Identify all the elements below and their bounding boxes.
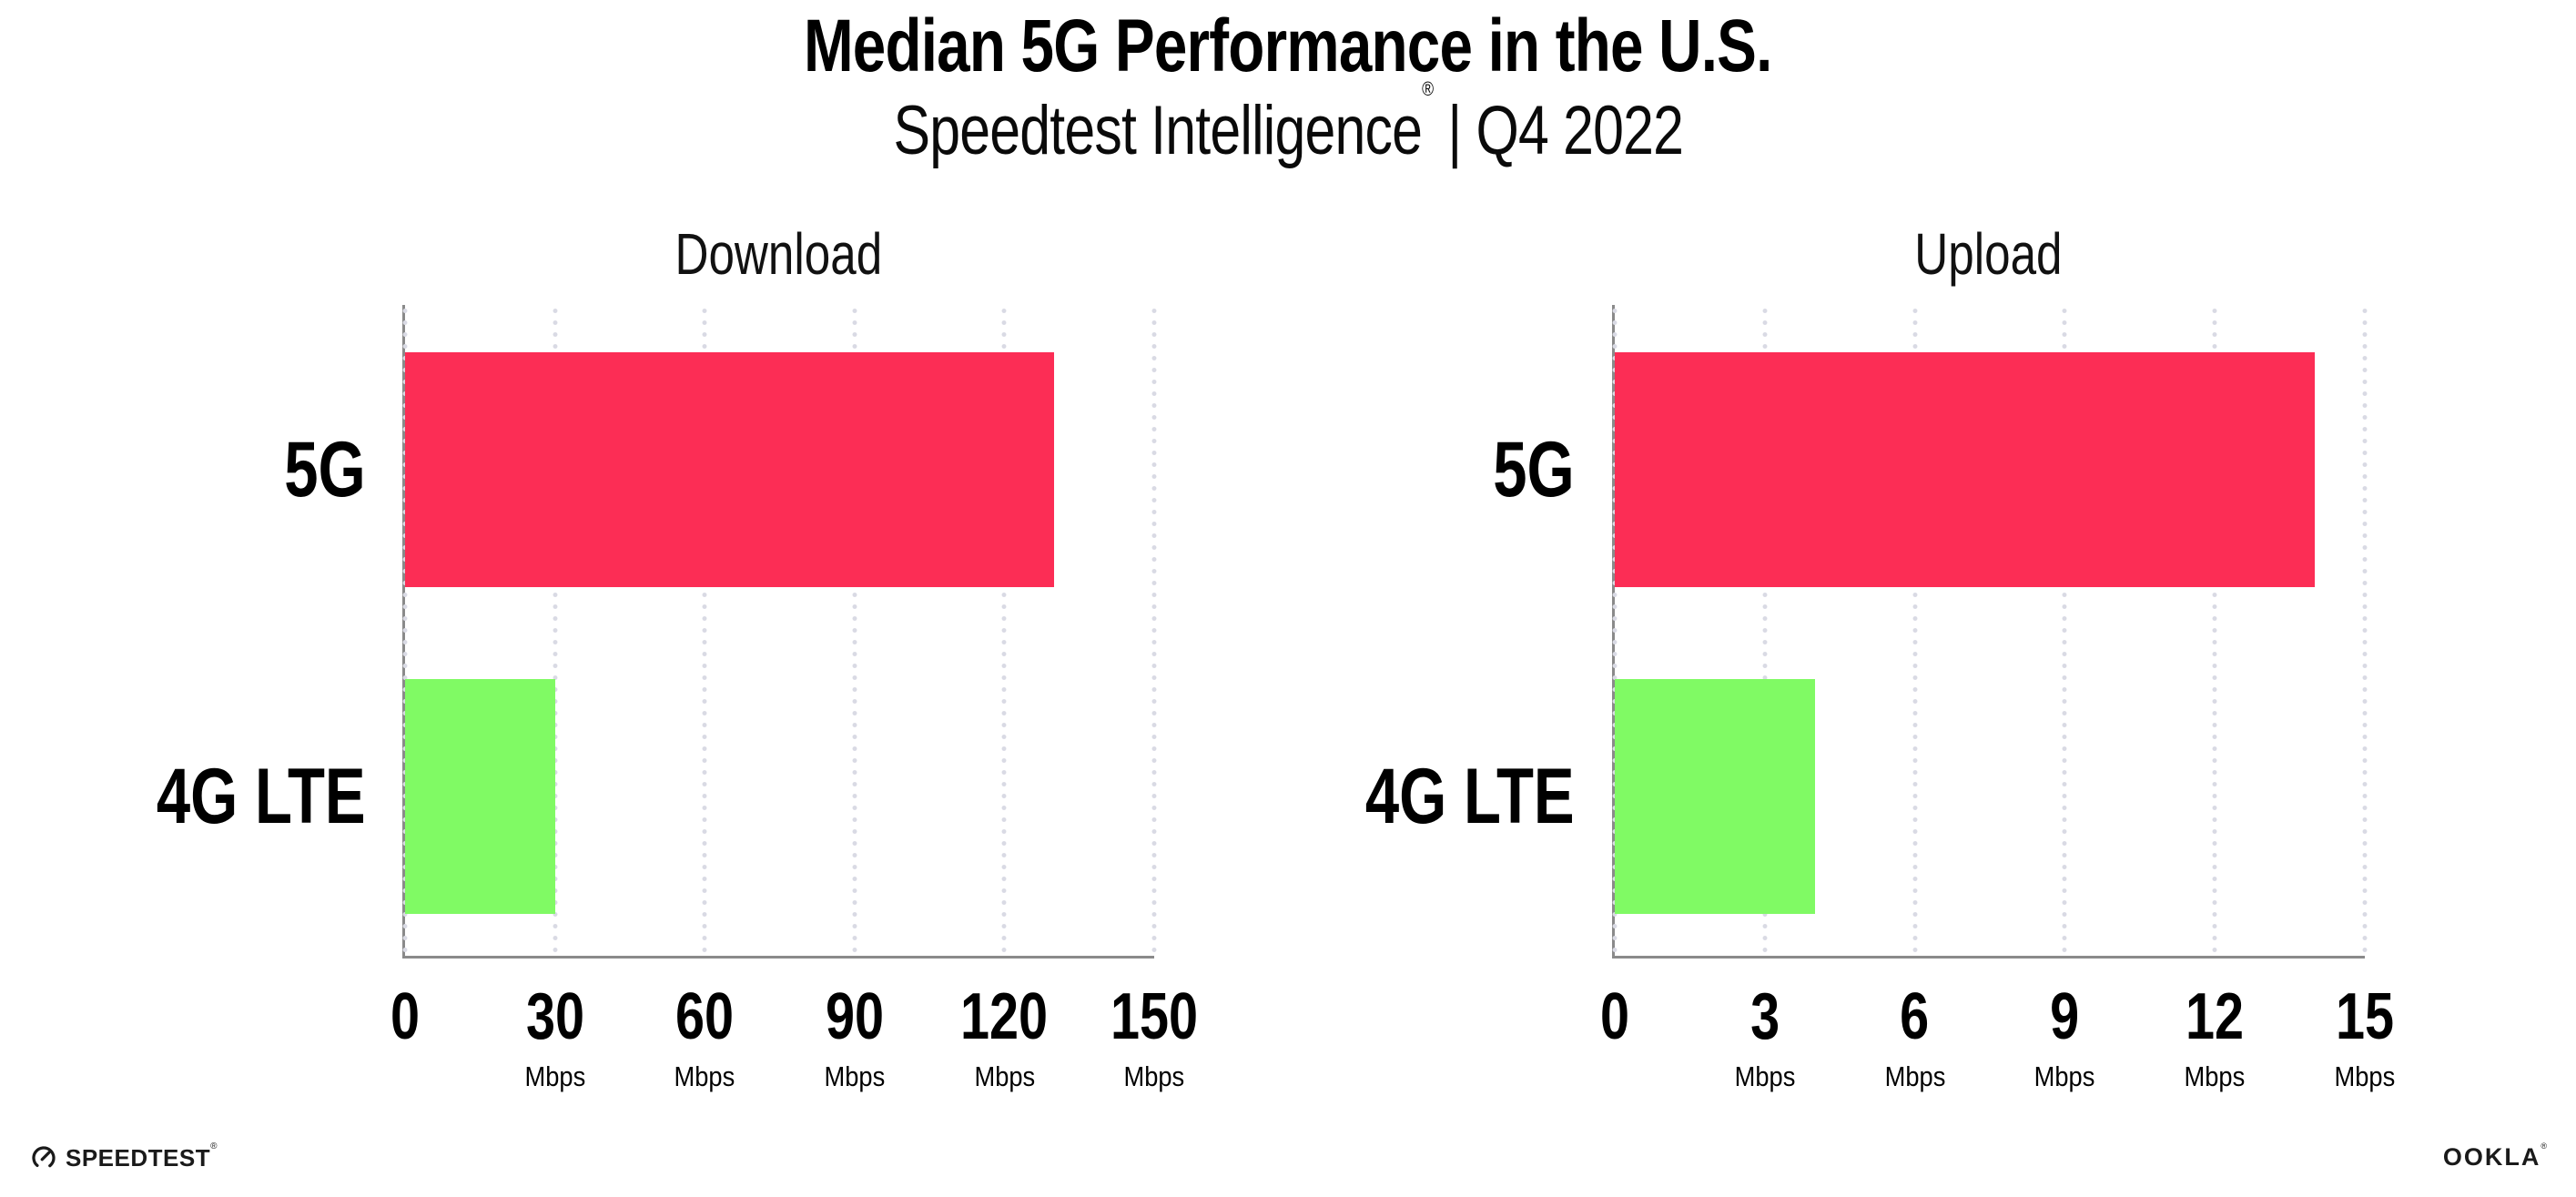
category-label-text: 5G <box>1493 425 1575 513</box>
upload-x-axis-ticks: 0 3 Mbps 6 Mbps 9 Mbps 12 Mbps 15 Mbps <box>1600 984 2395 1130</box>
bar-4g-lte <box>405 679 555 914</box>
bar-5g <box>405 352 1055 587</box>
x-tick-0: 0 <box>1597 984 1633 1050</box>
gridline <box>1762 305 1768 956</box>
x-tick-3: 3 Mbps <box>1730 984 1800 1090</box>
x-tick-unit: Mbps <box>1734 1060 1796 1092</box>
ookla-wordmark-text: OOKLA <box>2442 1143 2541 1171</box>
download-plot-area <box>402 305 1157 959</box>
x-tick-value: 0 <box>390 980 421 1053</box>
x-tick-unit: Mbps <box>2184 1060 2246 1092</box>
x-tick-value: 15 <box>2335 980 2395 1053</box>
x-tick-unit: Mbps <box>2334 1060 2396 1092</box>
download-x-axis-ticks: 0 30 Mbps 60 Mbps 90 Mbps 120 Mbps 150 Mbps <box>390 984 1198 1130</box>
page-title-text: Median 5G Performance in the U.S. <box>804 5 1772 87</box>
gridline <box>402 305 408 956</box>
x-tick-value: 60 <box>675 980 735 1053</box>
gridline <box>2212 305 2217 956</box>
x-tick-value: 3 <box>1749 980 1780 1053</box>
download-chart-title: Download <box>402 220 1154 288</box>
upload-chart-title-text: Upload <box>1914 221 2063 287</box>
speedtest-registered-mark: ® <box>210 1141 218 1151</box>
category-label-text: 5G <box>284 425 366 513</box>
gridline <box>553 305 558 956</box>
category-label-text: 4G LTE <box>1365 752 1575 840</box>
page-title: Median 5G Performance in the U.S. <box>0 4 2576 89</box>
category-label-text: 4G LTE <box>157 752 366 840</box>
x-tick-unit: Mbps <box>524 1060 585 1092</box>
bar-4g-lte <box>1615 679 1815 914</box>
upload-category-labels: 5G 4G LTE <box>1265 305 1575 959</box>
x-tick-unit: Mbps <box>1123 1060 1185 1092</box>
download-category-labels: 5G 4G LTE <box>55 305 366 959</box>
speedtest-wordmark: SPEEDTEST® <box>66 1141 218 1172</box>
speedtest-logo: SPEEDTEST® <box>30 1140 218 1176</box>
x-tick-value: 6 <box>1900 980 1930 1053</box>
x-tick-120: 120 Mbps <box>949 984 1059 1090</box>
x-tick-value: 150 <box>1110 980 1199 1053</box>
x-tick-90: 90 Mbps <box>818 984 891 1090</box>
category-label-5g: 5G <box>55 352 366 587</box>
x-tick-15: 15 Mbps <box>2328 984 2401 1090</box>
speedtest-wordmark-text: SPEEDTEST <box>66 1143 211 1172</box>
category-label-4g-lte: 4G LTE <box>55 679 366 914</box>
page-subtitle-text: Speedtest Intelligence® | Q4 2022 <box>893 77 1684 170</box>
gridline <box>2062 305 2067 956</box>
gridline <box>2362 305 2368 956</box>
x-tick-value: 12 <box>2186 980 2245 1053</box>
x-tick-unit: Mbps <box>1884 1060 1945 1092</box>
x-tick-value: 0 <box>1599 980 1630 1053</box>
page-subtitle: Speedtest Intelligence® | Q4 2022 <box>0 77 2576 170</box>
x-tick-value: 30 <box>525 980 584 1053</box>
x-tick-12: 12 Mbps <box>2178 984 2251 1090</box>
upload-chart-title: Upload <box>1612 220 2365 288</box>
x-tick-60: 60 Mbps <box>668 984 741 1090</box>
x-tick-30: 30 Mbps <box>519 984 592 1090</box>
x-tick-unit: Mbps <box>674 1060 735 1092</box>
gridline <box>1912 305 1918 956</box>
upload-plot-area <box>1612 305 2368 959</box>
gridline <box>1151 305 1157 956</box>
bar-5g <box>1615 352 2316 587</box>
category-label-4g-lte: 4G LTE <box>1265 679 1575 914</box>
x-tick-value: 9 <box>2050 980 2080 1053</box>
x-tick-value: 90 <box>825 980 884 1053</box>
download-chart-title-text: Download <box>674 221 882 287</box>
ookla-logo: OOKLA® <box>2442 1141 2549 1172</box>
x-tick-150: 150 Mbps <box>1100 984 1209 1090</box>
ookla-registered-mark: ® <box>2541 1141 2549 1151</box>
subtitle-period: | Q4 2022 <box>1433 92 1684 169</box>
registered-mark: ® <box>1421 76 1434 100</box>
gridline <box>702 305 707 956</box>
x-tick-0: 0 <box>387 984 423 1050</box>
gridline <box>1001 305 1007 956</box>
x-tick-9: 9 Mbps <box>2030 984 2099 1090</box>
speedtest-gauge-icon <box>30 1144 57 1172</box>
x-tick-unit: Mbps <box>974 1060 1035 1092</box>
x-tick-unit: Mbps <box>2034 1060 2095 1092</box>
x-tick-unit: Mbps <box>824 1060 886 1092</box>
subtitle-brand: Speedtest Intelligence <box>893 92 1422 169</box>
gridline <box>852 305 857 956</box>
category-label-5g: 5G <box>1265 352 1575 587</box>
x-tick-value: 120 <box>960 980 1049 1053</box>
gridline <box>1612 305 1618 956</box>
x-tick-6: 6 Mbps <box>1881 984 1950 1090</box>
